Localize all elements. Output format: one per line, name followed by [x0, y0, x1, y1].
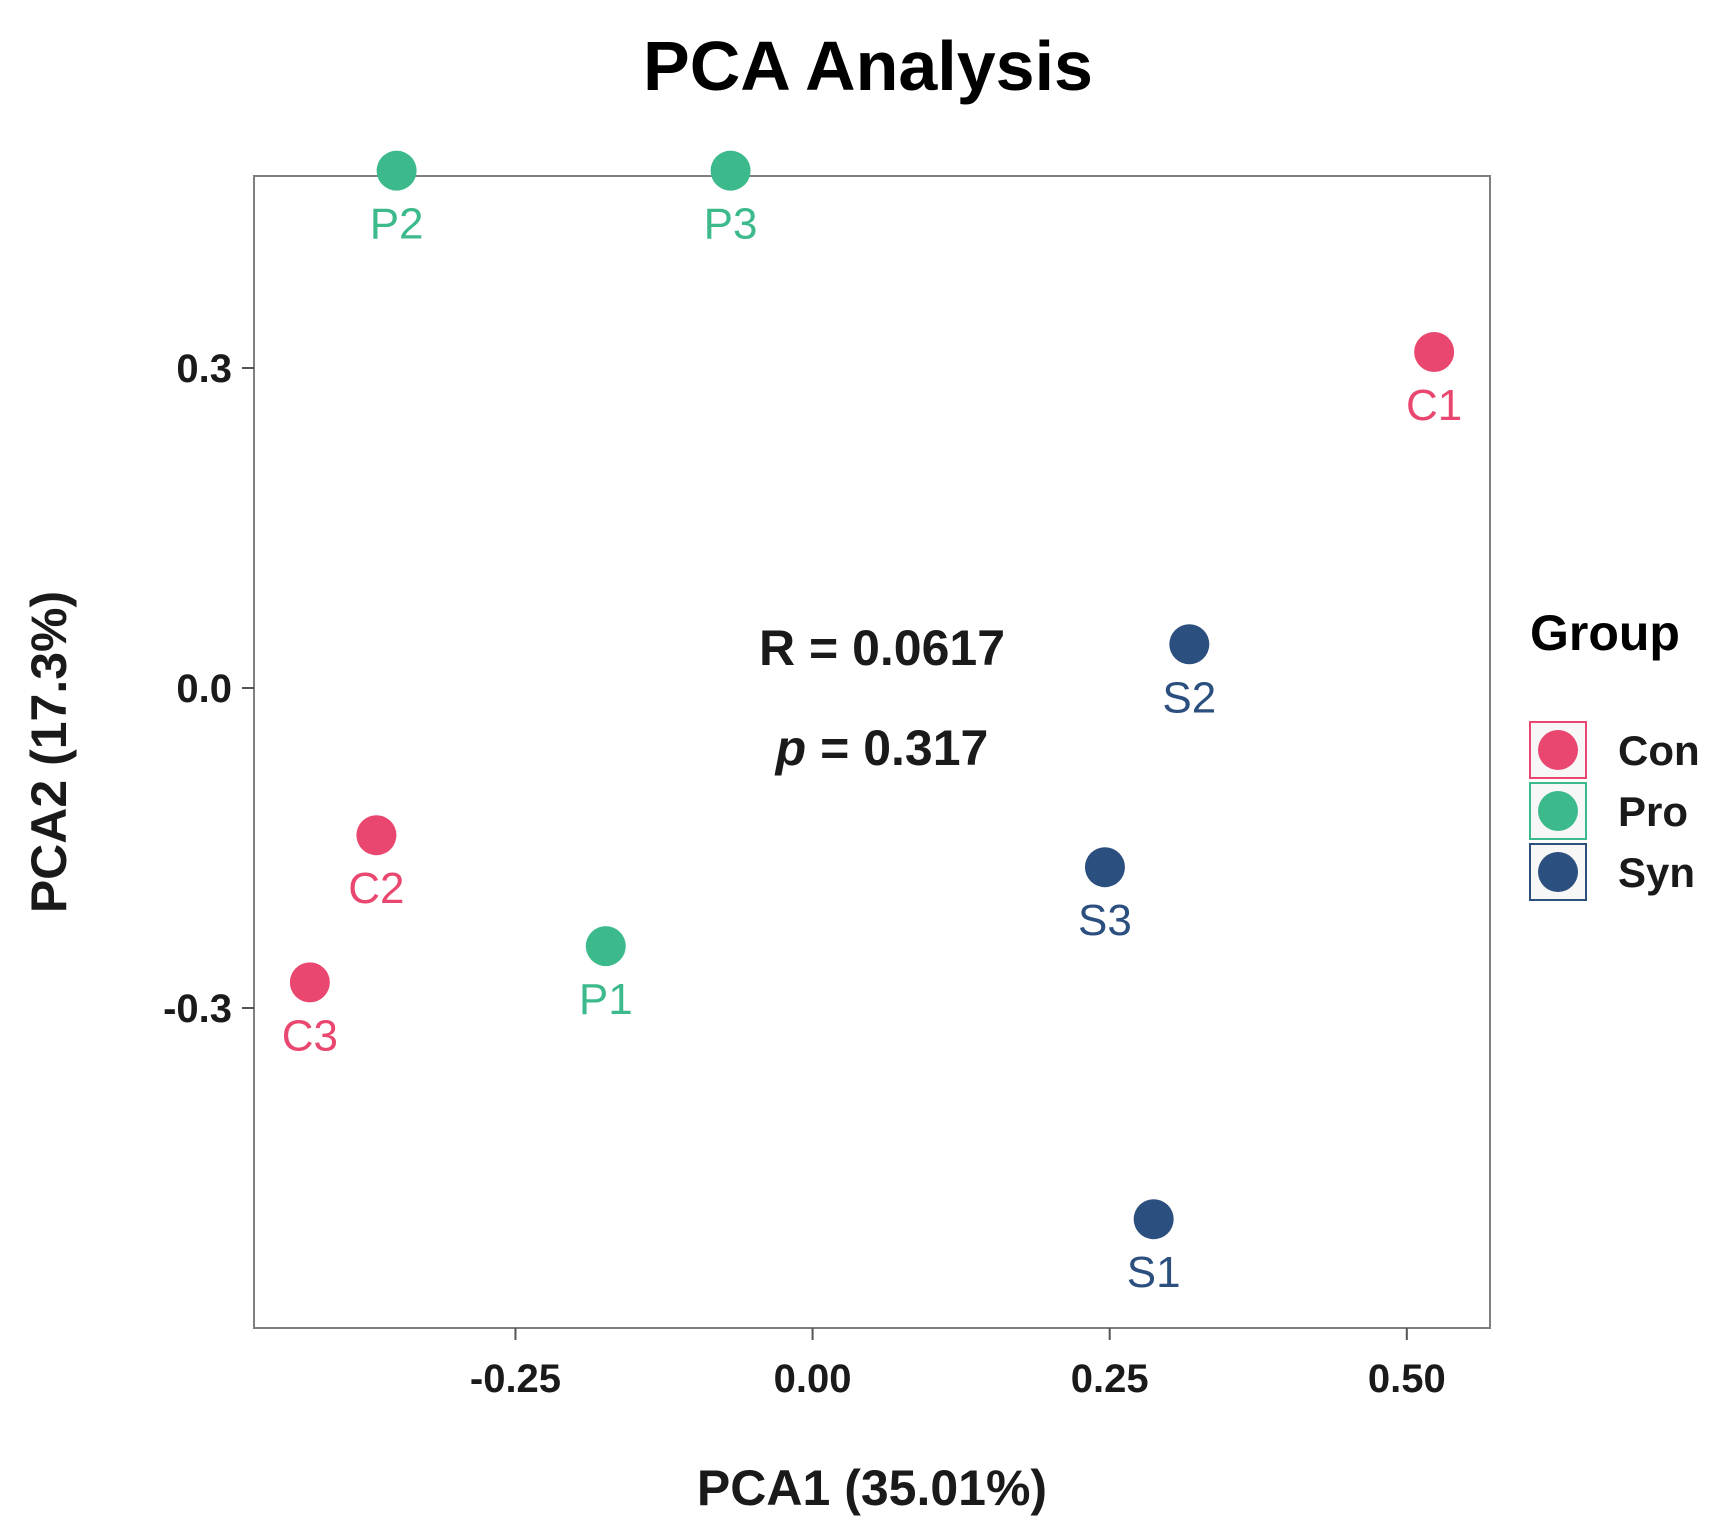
x-axis: -0.25 0.00 0.25 0.50	[470, 1328, 1446, 1401]
y-tick-label: 0.0	[176, 667, 232, 711]
point-label-s3: S3	[1078, 896, 1132, 945]
point-label-c1: C1	[1406, 381, 1462, 430]
point-p2	[376, 150, 417, 191]
point-label-p3: P3	[704, 200, 758, 249]
point-p3	[710, 150, 751, 191]
r-statistic: R = 0.0617	[759, 620, 1005, 676]
legend-label-syn: Syn	[1618, 849, 1695, 896]
point-s3	[1084, 847, 1125, 888]
p-value-annotation: p = 0.317	[774, 720, 989, 776]
point-c1	[1414, 332, 1455, 372]
point-c2	[356, 815, 397, 856]
y-tick-label: -0.3	[163, 987, 232, 1031]
chart-title: PCA Analysis	[643, 27, 1093, 105]
point-s2	[1169, 624, 1210, 665]
point-label-c2: C2	[348, 864, 404, 913]
x-tick-label: 0.50	[1368, 1357, 1446, 1401]
point-label-p2: P2	[370, 200, 424, 249]
point-label-c3: C3	[282, 1011, 338, 1060]
point-c3	[289, 962, 330, 1003]
x-tick-label: -0.25	[470, 1357, 561, 1401]
legend-label-con: Con	[1618, 727, 1700, 774]
plot-panel	[253, 175, 1491, 1329]
data-points: C1 C2 C3 P1 P2 P3 S1 S2 S3	[282, 150, 1462, 1297]
point-p1	[585, 926, 626, 967]
legend-key-syn	[1538, 852, 1578, 892]
p-value: = 0.317	[806, 720, 988, 776]
y-tick-label: 0.3	[176, 347, 232, 391]
legend-label-pro: Pro	[1618, 788, 1688, 835]
legend-key-pro	[1538, 791, 1578, 831]
x-tick-label: 0.25	[1071, 1357, 1149, 1401]
point-label-s1: S1	[1127, 1248, 1181, 1297]
p-symbol: p	[774, 720, 807, 776]
legend: Group Con Pro Syn	[1529, 605, 1700, 901]
point-label-p1: P1	[579, 975, 633, 1024]
legend-key-con	[1538, 730, 1578, 770]
x-axis-title: PCA1 (35.01%)	[697, 1460, 1047, 1516]
y-axis-title: PCA2 (17.3%)	[21, 591, 77, 913]
point-label-s2: S2	[1162, 673, 1216, 722]
y-axis: -0.3 0.0 0.3	[163, 347, 254, 1031]
point-s1	[1133, 1199, 1174, 1240]
legend-title: Group	[1530, 605, 1680, 661]
x-tick-label: 0.00	[774, 1357, 852, 1401]
